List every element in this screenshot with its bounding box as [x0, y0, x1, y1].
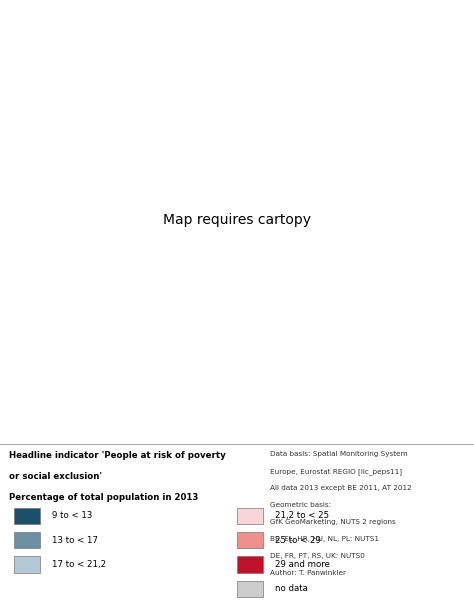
Text: DE, FR, PT, RS, UK: NUTS0: DE, FR, PT, RS, UK: NUTS0 [270, 553, 365, 559]
FancyBboxPatch shape [237, 507, 263, 524]
Text: 29 and more: 29 and more [275, 560, 330, 569]
Text: 13 to < 17: 13 to < 17 [52, 536, 98, 545]
FancyBboxPatch shape [14, 507, 40, 524]
Text: Headline indicator 'People at risk of poverty: Headline indicator 'People at risk of po… [9, 451, 226, 460]
Text: Europe, Eurostat REGIO [ilc_peps11]: Europe, Eurostat REGIO [ilc_peps11] [270, 468, 402, 474]
Text: GfK GeoMarketing, NUTS 2 regions: GfK GeoMarketing, NUTS 2 regions [270, 519, 396, 525]
Text: Author: T. Panwinkler: Author: T. Panwinkler [270, 570, 346, 576]
Text: 9 to < 13: 9 to < 13 [52, 511, 92, 520]
Text: 21,2 to < 25: 21,2 to < 25 [275, 511, 329, 520]
Text: BE, EL, HR, HU, NL, PL: NUTS1: BE, EL, HR, HU, NL, PL: NUTS1 [270, 536, 379, 542]
Text: Data basis: Spatial Monitoring System: Data basis: Spatial Monitoring System [270, 451, 408, 457]
Text: no data: no data [275, 585, 308, 594]
FancyBboxPatch shape [237, 581, 263, 597]
FancyBboxPatch shape [237, 532, 263, 548]
Text: 17 to < 21,2: 17 to < 21,2 [52, 560, 106, 569]
Text: Percentage of total population in 2013: Percentage of total population in 2013 [9, 493, 199, 502]
FancyBboxPatch shape [14, 532, 40, 548]
FancyBboxPatch shape [237, 556, 263, 573]
Text: Map requires cartopy: Map requires cartopy [163, 213, 311, 227]
Text: Geometric basis:: Geometric basis: [270, 502, 331, 508]
Text: 25 to < 29: 25 to < 29 [275, 536, 321, 545]
FancyBboxPatch shape [14, 556, 40, 573]
Text: All data 2013 except BE 2011, AT 2012: All data 2013 except BE 2011, AT 2012 [270, 485, 412, 491]
Text: or social exclusion': or social exclusion' [9, 472, 102, 481]
